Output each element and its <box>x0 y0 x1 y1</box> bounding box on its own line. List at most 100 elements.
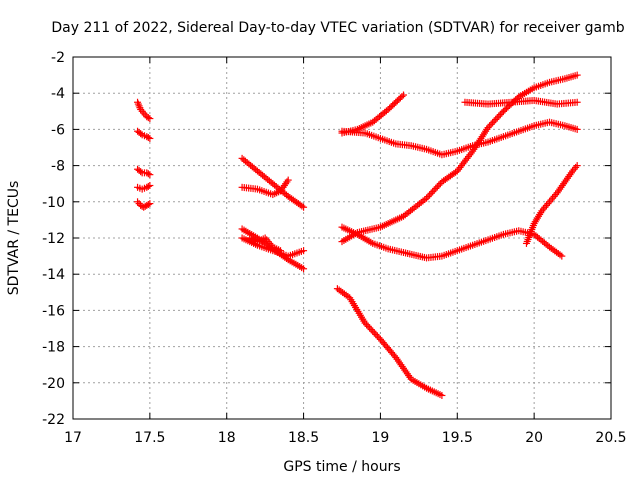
data-point <box>558 252 566 260</box>
series-s3 <box>134 165 154 179</box>
data-point <box>486 122 494 130</box>
x-tick-label: 18 <box>218 430 236 446</box>
data-point <box>146 182 154 190</box>
data-point <box>146 171 154 179</box>
data-point <box>370 329 378 337</box>
chart-title: Day 211 of 2022, Sidereal Day-to-day VTE… <box>51 20 624 36</box>
data-point <box>300 265 308 273</box>
series-s17 <box>333 285 446 399</box>
data-point <box>137 168 145 176</box>
y-tick-label: -12 <box>42 231 65 247</box>
x-tick-label: 18.5 <box>288 430 319 446</box>
data-point <box>549 194 557 202</box>
data-point <box>300 247 308 255</box>
series-s6 <box>238 154 308 211</box>
data-point <box>550 192 558 200</box>
axis-ticks: 17 17.5 18 18.5 19 19.5 20 20.5 -22 -20 -18 -16 -14 -… <box>42 50 626 446</box>
data-point <box>430 186 438 194</box>
data-point <box>547 196 555 204</box>
data-point <box>426 191 434 199</box>
x-tick-label: 19.5 <box>442 430 473 446</box>
grid <box>73 57 611 419</box>
data-point <box>438 391 446 399</box>
data-point <box>487 120 495 128</box>
series-s2 <box>134 127 154 142</box>
y-tick-label: -22 <box>42 412 65 428</box>
data-point <box>573 71 581 79</box>
series-s4 <box>134 182 154 193</box>
series-s16 <box>522 162 581 247</box>
y-tick-label: -6 <box>51 122 65 138</box>
data-point <box>484 124 492 132</box>
data-point <box>144 170 152 178</box>
data-point <box>146 115 154 123</box>
data-point <box>496 111 504 119</box>
data-point <box>544 200 552 208</box>
y-tick-label: -8 <box>51 159 65 175</box>
series-s9 <box>238 234 308 260</box>
series-s5 <box>134 198 154 211</box>
data-point <box>373 332 381 340</box>
x-axis-label: GPS time / hours <box>283 459 400 475</box>
data-point <box>144 134 152 142</box>
series-s13 <box>461 96 581 108</box>
data-point <box>490 117 498 125</box>
data-point <box>143 201 151 209</box>
data-point <box>140 109 148 117</box>
data-point <box>433 183 441 191</box>
data-point <box>399 91 407 99</box>
x-tick-label: 19 <box>372 430 390 446</box>
y-tick-label: -16 <box>42 303 65 319</box>
x-tick-label: 20 <box>525 430 543 446</box>
data-point <box>423 194 431 202</box>
data-point <box>542 201 550 209</box>
data-point <box>495 112 503 120</box>
data-point <box>398 92 406 100</box>
data-point <box>429 188 437 196</box>
data-point <box>366 324 374 332</box>
data-point <box>369 327 377 335</box>
data-point <box>498 109 506 117</box>
series-s7 <box>238 176 292 199</box>
data-point <box>361 319 369 327</box>
series-s14 <box>338 71 581 246</box>
data-point <box>546 198 554 206</box>
data-point <box>277 247 285 255</box>
data-point <box>144 114 152 122</box>
data-point <box>435 181 443 189</box>
x-tick-label: 17 <box>64 430 82 446</box>
data-point <box>372 330 380 338</box>
data-point <box>146 200 154 208</box>
data-point <box>144 201 152 209</box>
data-point <box>364 322 372 330</box>
x-tick-label: 17.5 <box>134 430 165 446</box>
data-point <box>492 115 500 123</box>
data-point <box>367 326 375 334</box>
data-points <box>134 71 581 399</box>
y-tick-label: -14 <box>42 267 65 283</box>
data-point <box>432 184 440 192</box>
series-s1 <box>134 98 154 123</box>
data-point <box>573 98 581 106</box>
data-point <box>452 168 460 176</box>
x-tick-label: 20.5 <box>595 430 626 446</box>
data-point <box>146 134 154 142</box>
series-s12 <box>338 118 581 159</box>
y-tick-label: -18 <box>42 340 65 356</box>
data-point <box>300 203 308 211</box>
data-point <box>137 130 145 138</box>
y-axis-label: SDTVAR / TECUs <box>6 181 22 296</box>
data-point <box>375 334 383 342</box>
data-point <box>284 176 292 184</box>
data-point <box>363 321 371 329</box>
data-point <box>134 198 142 206</box>
data-point <box>573 162 581 170</box>
data-point <box>424 193 432 201</box>
data-point <box>137 201 145 209</box>
data-point <box>427 189 435 197</box>
series-s10 <box>246 234 285 255</box>
data-point <box>489 119 497 127</box>
data-point <box>572 163 580 171</box>
y-tick-label: -4 <box>51 86 65 102</box>
